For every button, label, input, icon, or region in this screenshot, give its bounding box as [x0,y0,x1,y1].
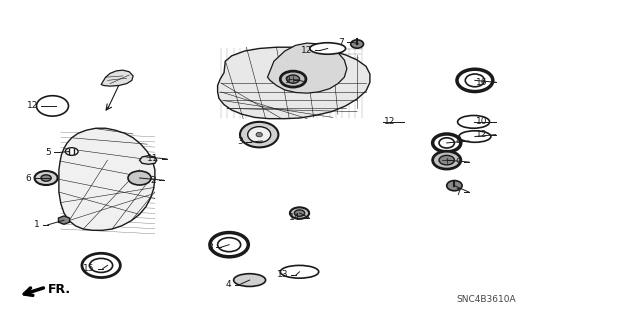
Polygon shape [58,216,70,224]
Text: 2: 2 [150,176,156,185]
Ellipse shape [35,171,58,185]
Ellipse shape [310,43,346,54]
Text: 12: 12 [301,46,312,55]
Text: 14: 14 [289,213,301,222]
Text: 5: 5 [45,148,51,157]
Polygon shape [101,70,133,86]
Ellipse shape [41,175,51,181]
Ellipse shape [256,132,262,137]
Text: 9: 9 [455,158,461,167]
Ellipse shape [36,96,68,116]
Ellipse shape [218,238,241,252]
Ellipse shape [439,138,454,148]
Ellipse shape [457,69,493,92]
Text: 8: 8 [455,137,461,145]
Ellipse shape [458,115,490,128]
Text: 1: 1 [34,220,40,229]
Text: 13: 13 [276,271,288,279]
Ellipse shape [287,75,300,83]
Ellipse shape [351,40,364,48]
Text: 15: 15 [83,264,95,273]
Ellipse shape [234,274,266,286]
Polygon shape [268,43,347,93]
Ellipse shape [459,131,491,142]
Polygon shape [140,156,157,164]
Ellipse shape [290,207,309,219]
Ellipse shape [240,122,278,147]
Ellipse shape [439,155,454,165]
Ellipse shape [280,71,306,87]
Text: 12: 12 [384,117,396,126]
Text: 10: 10 [476,117,488,126]
Ellipse shape [248,127,271,143]
Text: 6: 6 [25,174,31,182]
Text: FR.: FR. [48,283,71,296]
Ellipse shape [128,171,151,185]
Text: 8: 8 [207,243,213,252]
Ellipse shape [210,233,248,257]
Text: 12: 12 [27,101,38,110]
Ellipse shape [433,151,461,169]
Polygon shape [218,47,370,119]
Text: 11: 11 [147,154,159,163]
Text: 4: 4 [226,280,232,289]
Text: 7: 7 [339,38,344,47]
Ellipse shape [90,258,113,272]
Text: 7: 7 [455,188,461,197]
Text: 12: 12 [476,130,488,139]
Ellipse shape [65,148,78,155]
Ellipse shape [294,210,305,216]
Text: 16: 16 [476,78,488,87]
Ellipse shape [447,181,462,191]
Polygon shape [59,128,155,230]
Text: 3: 3 [237,137,243,146]
Ellipse shape [280,265,319,278]
Ellipse shape [82,253,120,278]
Text: 9: 9 [285,76,291,85]
Ellipse shape [433,134,461,152]
Text: SNC4B3610A: SNC4B3610A [456,295,516,304]
Ellipse shape [465,74,484,87]
